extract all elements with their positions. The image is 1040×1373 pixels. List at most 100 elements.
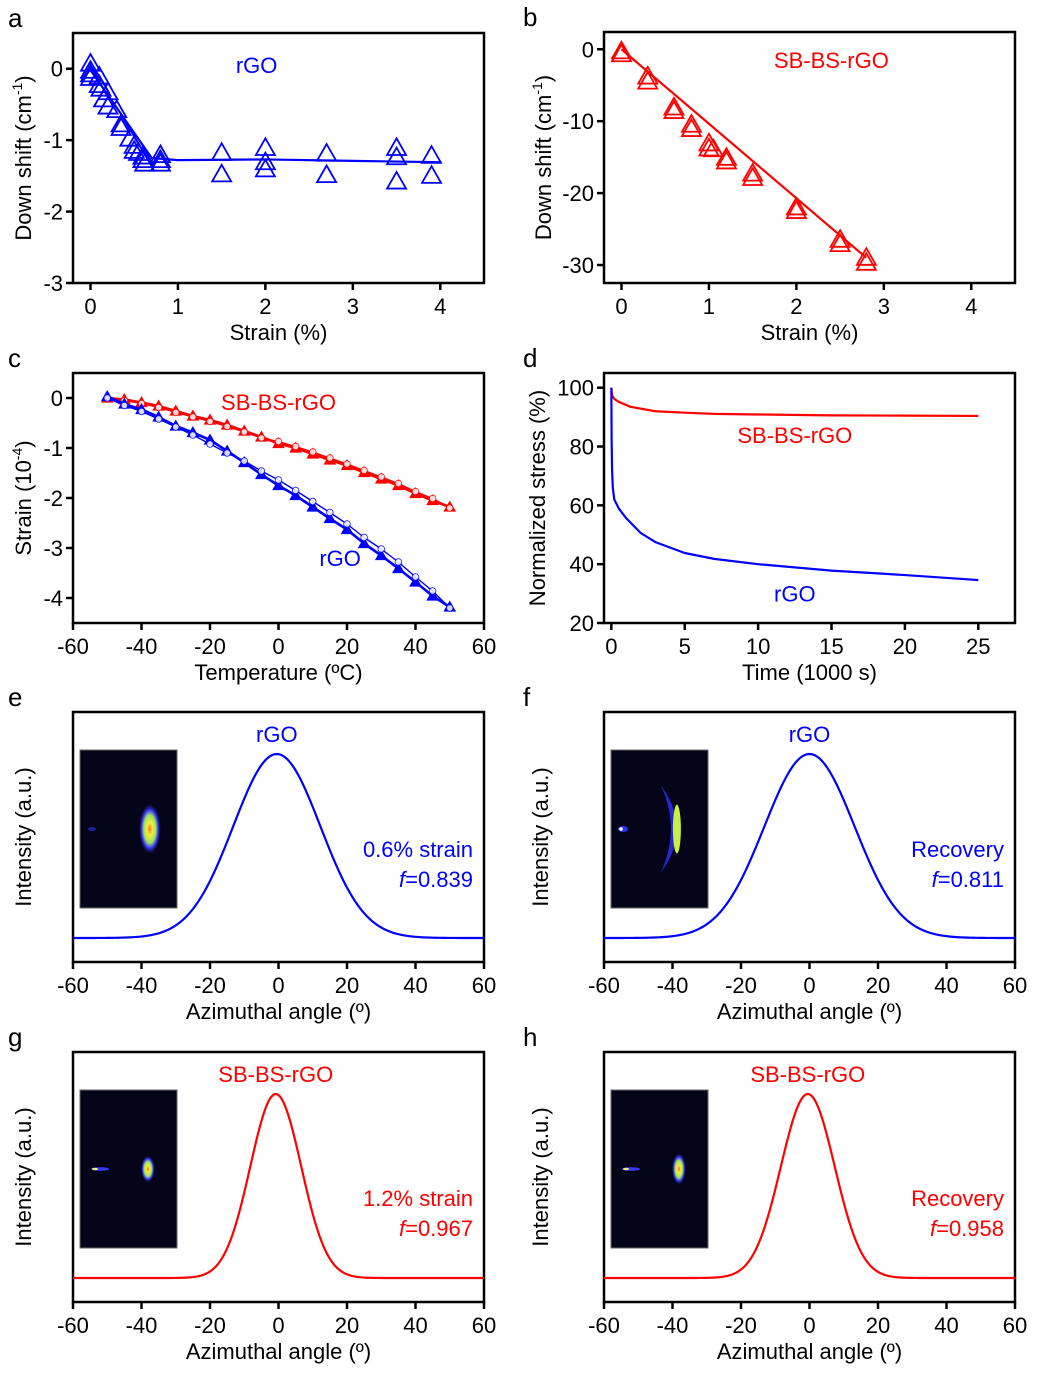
x-tick-label: 2 — [790, 294, 802, 319]
intensity-curve — [72, 752, 485, 940]
panel-letter: g — [8, 1022, 22, 1052]
x-tick-label: 25 — [966, 634, 990, 659]
data-point — [309, 448, 317, 456]
y-axis-title-main: Down shift (cm — [531, 95, 556, 240]
condition-label: Recovery — [911, 1186, 1004, 1211]
data-point — [855, 251, 878, 271]
beam-center — [619, 827, 623, 831]
x-tick-label: 0 — [272, 1313, 284, 1338]
x-tick-label: 60 — [472, 634, 496, 659]
y-axis-title: Down shift (cm-1) — [9, 75, 36, 240]
x-tick-label: -60 — [57, 634, 89, 659]
panel-d: 0 5 10 15 20 25 20 40 60 80 100 Time (1000 s) Normal… — [523, 343, 1017, 685]
y-axis-title-end: ) — [11, 440, 36, 447]
intensity-curve — [604, 1092, 1015, 1280]
x-tick-label: -40 — [657, 1313, 689, 1338]
data-point — [377, 473, 386, 481]
x-tick-label: -60 — [588, 973, 620, 998]
data-point — [210, 141, 233, 161]
x-tick-label: 60 — [472, 973, 496, 998]
data-point — [149, 143, 172, 164]
data-point — [210, 162, 233, 183]
data-point — [154, 403, 163, 412]
f-value: =0.958 — [936, 1216, 1004, 1241]
x-tick-label: 3 — [878, 294, 890, 319]
data-point — [323, 511, 337, 524]
y-axis-title: Intensity (a.u.) — [11, 1107, 36, 1246]
f-symbol: f — [930, 1216, 939, 1241]
data-point — [96, 95, 120, 115]
x-tick-label: 2 — [259, 294, 271, 319]
x-axis-title: Strain (%) — [761, 320, 859, 345]
data-point — [785, 196, 808, 216]
x-axis-title: Temperature (ºC) — [194, 660, 362, 685]
diffraction-arc — [672, 804, 681, 854]
x-tick-label: -20 — [194, 1313, 226, 1338]
data-point — [291, 486, 300, 495]
data-point — [274, 476, 283, 484]
data-point — [411, 573, 420, 581]
x-tick-label: 40 — [403, 634, 427, 659]
data-point — [272, 478, 285, 491]
diffraction-arc — [140, 1155, 155, 1183]
x-tick-label: 0 — [803, 973, 815, 998]
data-point — [103, 394, 111, 402]
y-axis-title: Intensity (a.u.) — [11, 767, 36, 906]
data-point — [171, 408, 180, 417]
y-tick-label: -2 — [43, 200, 63, 225]
material-label: rGO — [789, 722, 831, 747]
f-symbol: f — [399, 867, 408, 892]
x-tick-label: 0 — [272, 634, 284, 659]
data-point — [79, 59, 102, 79]
data-point — [715, 149, 738, 170]
y-axis-title-main: Strain (10 — [11, 460, 36, 555]
data-point — [394, 558, 403, 566]
beam-center — [623, 1167, 629, 1171]
panel-letter: f — [523, 682, 531, 712]
material-label: rGO — [256, 722, 298, 747]
series-label: SB-BS-rGO — [774, 48, 889, 73]
panel-letter: e — [8, 682, 22, 712]
data-point — [374, 548, 388, 561]
intensity-curve — [603, 752, 1016, 940]
x-tick-label: -60 — [588, 1313, 620, 1338]
data-point — [741, 162, 764, 182]
x-tick-label: -40 — [657, 973, 689, 998]
data-point — [137, 407, 146, 416]
condition-label: 0.6% strain — [363, 837, 473, 862]
x-tick-label: 20 — [335, 634, 359, 659]
data-point — [340, 522, 354, 535]
y-axis-title: Intensity (a.u.) — [528, 1107, 553, 1246]
material-label: SB-BS-rGO — [218, 1062, 333, 1087]
x-tick-label: -20 — [194, 634, 226, 659]
data-point — [409, 575, 422, 587]
data-point — [240, 457, 248, 465]
panel-g: -60 -40 -20 0 20 40 60 Azimuthal angle (º) Inten… — [8, 1022, 496, 1364]
data-point — [702, 137, 725, 158]
x-tick-label: 4 — [434, 294, 446, 319]
y-axis-title: Intensity (a.u.) — [528, 767, 553, 906]
y-axis-title-end: ) — [531, 75, 556, 82]
series-line — [610, 387, 979, 418]
condition-label: Recovery — [911, 837, 1004, 862]
y-tick-label: -1 — [43, 436, 63, 461]
orientation-factor: f=0.811 — [932, 867, 1004, 892]
x-tick-label: -40 — [126, 973, 158, 998]
plot-frame — [602, 371, 1017, 625]
x-axis-title: Azimuthal angle (º) — [186, 1339, 371, 1364]
x-tick-label: 60 — [1003, 1313, 1027, 1338]
data-point — [662, 96, 686, 116]
y-tick-label: -10 — [562, 109, 594, 134]
x-axis-title: Azimuthal angle (º) — [717, 1339, 902, 1364]
data-point — [206, 440, 214, 448]
data-point — [428, 494, 437, 503]
data-point — [133, 152, 156, 172]
x-axis-title: Strain (%) — [230, 320, 328, 345]
x-tick-label: -20 — [725, 1313, 757, 1338]
series-line — [106, 395, 451, 609]
x-tick-label: -40 — [126, 1313, 158, 1338]
x-axis-title: Time (1000 s) — [742, 660, 877, 685]
series-label: rGO — [774, 582, 816, 607]
